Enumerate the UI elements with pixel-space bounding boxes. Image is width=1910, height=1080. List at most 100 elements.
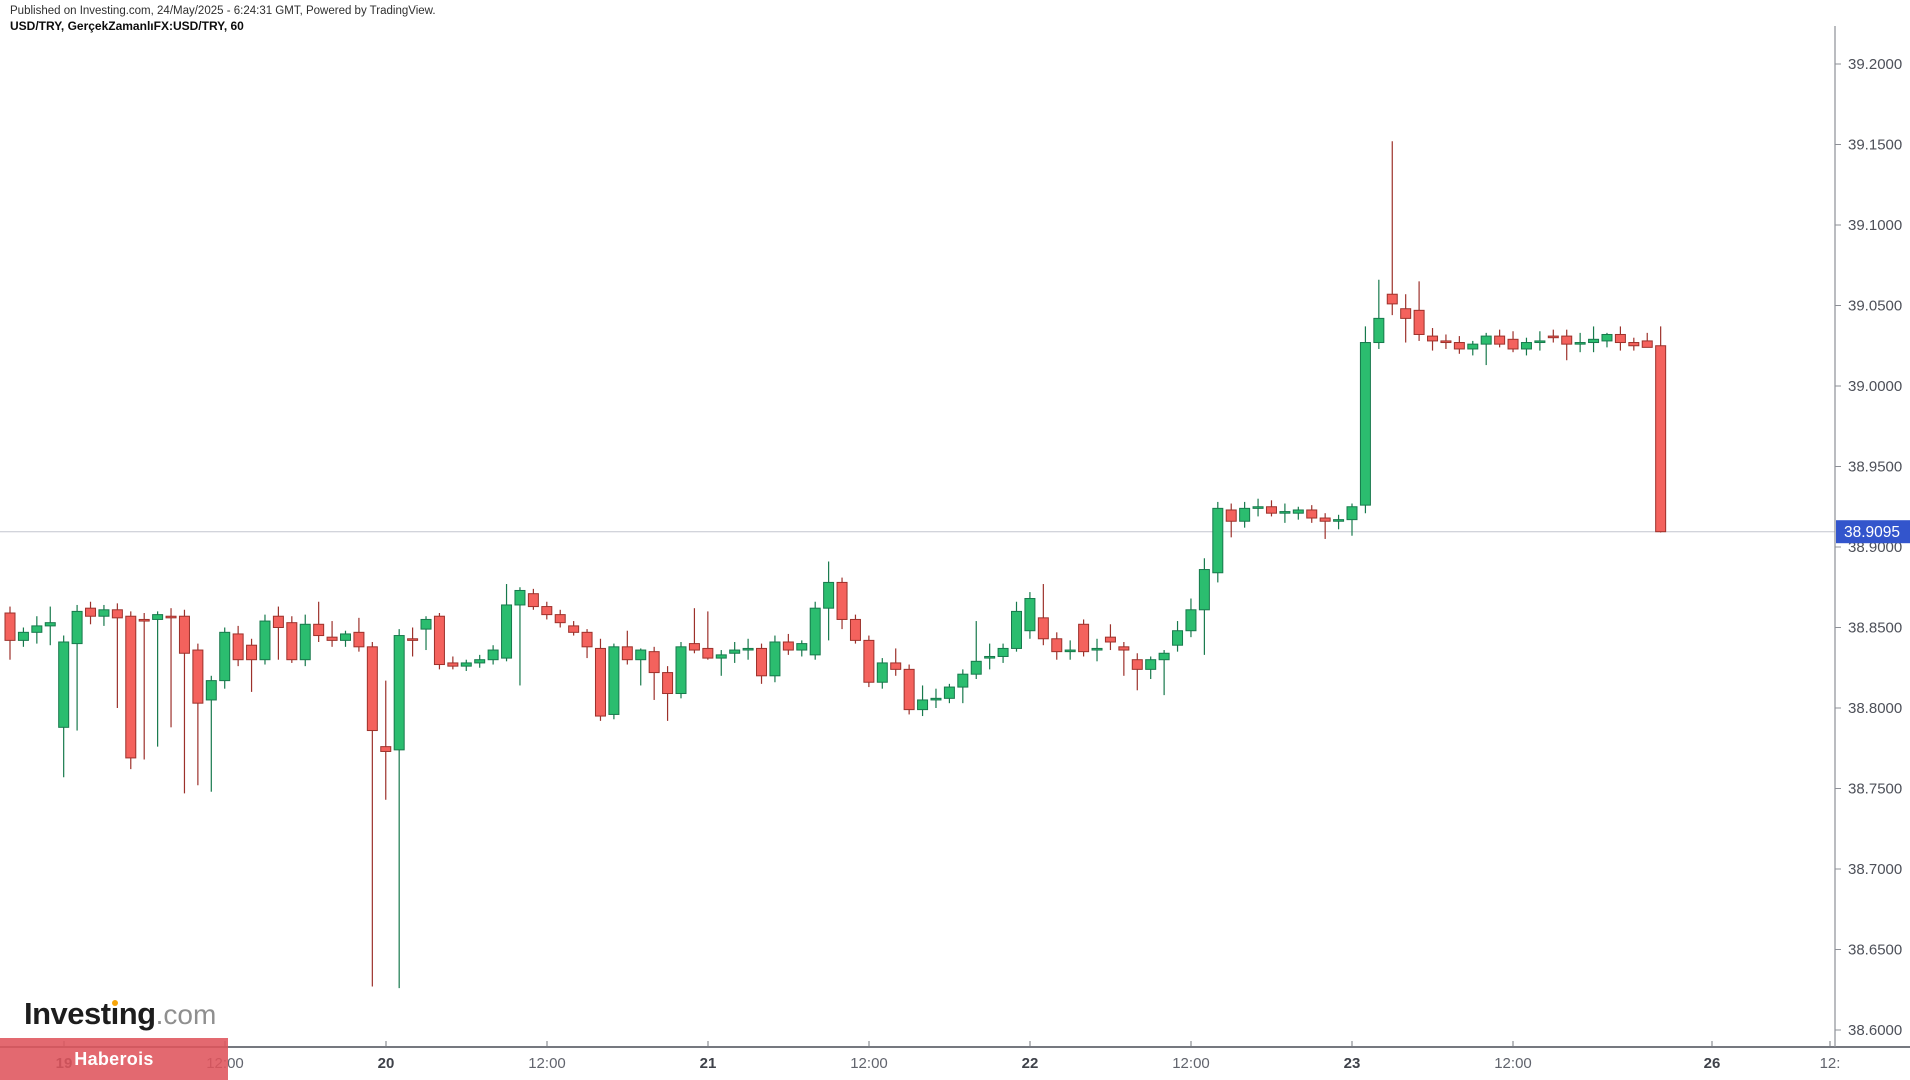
candle [1547, 329, 1559, 343]
candle [621, 630, 633, 665]
candle [823, 561, 835, 641]
candle [420, 616, 432, 651]
candle [366, 641, 378, 987]
publish-info: Published on Investing.com, 24/May/2025 … [10, 5, 436, 17]
logo-orange-dot [111, 1000, 118, 1006]
candle [836, 577, 848, 630]
candle [1386, 141, 1398, 316]
time-axis-label: 26 [1704, 1055, 1721, 1072]
candle [192, 643, 204, 786]
time-axis-label: 12:00 [528, 1055, 566, 1072]
candle [380, 680, 392, 800]
candle [393, 629, 405, 989]
logo-letter-i: ı [110, 996, 120, 1031]
candle [702, 611, 714, 660]
candle [1561, 329, 1573, 361]
candle [501, 584, 513, 662]
candle [313, 601, 325, 642]
chart-header: Published on Investing.com, 24/May/2025 … [10, 4, 436, 34]
candle [205, 675, 217, 792]
candle [527, 588, 539, 610]
current-price-badge [1836, 520, 1910, 544]
candle [246, 638, 258, 692]
candle [1037, 584, 1049, 646]
candle [1185, 598, 1197, 638]
price-axis-label: 39.0000 [1848, 378, 1902, 395]
candle [568, 621, 580, 636]
candle [782, 633, 794, 655]
candle [1520, 337, 1532, 356]
candle [1641, 332, 1653, 348]
candle [460, 659, 472, 671]
candle [1413, 281, 1425, 341]
candle [152, 611, 164, 747]
logo-text-post: ng [118, 996, 156, 1031]
candle [1427, 328, 1439, 351]
candle [1145, 656, 1157, 680]
candle [1628, 337, 1640, 351]
candle [1346, 503, 1358, 536]
candle [1104, 624, 1116, 651]
time-axis-label: 12: [1820, 1055, 1841, 1072]
price-axis-label: 38.9500 [1848, 459, 1902, 476]
candle [125, 611, 137, 770]
candle [1440, 334, 1452, 349]
candle [594, 638, 606, 721]
candle [957, 669, 969, 704]
candle [648, 646, 660, 700]
news-ticker-badge: Haberois [0, 1038, 228, 1080]
candle [1601, 332, 1613, 348]
candle [1292, 506, 1304, 520]
candle [1011, 601, 1022, 652]
candle [742, 638, 754, 660]
candle [58, 635, 70, 778]
candle [917, 685, 929, 717]
candle [286, 616, 298, 663]
time-axis-label: 22 [1022, 1055, 1039, 1072]
price-axis-label: 39.2000 [1848, 56, 1902, 73]
candle [1279, 503, 1291, 523]
candle [1480, 332, 1492, 366]
price-axis-label: 38.8000 [1848, 700, 1902, 717]
candle [1172, 621, 1184, 652]
candle [849, 614, 861, 644]
candle [138, 613, 150, 760]
candle [487, 645, 499, 665]
candle [675, 641, 687, 699]
candle [876, 658, 888, 689]
price-axis-label: 39.1500 [1848, 137, 1902, 154]
candle [1064, 640, 1076, 660]
candle [407, 627, 419, 657]
time-axis-label: 12:00 [1494, 1055, 1532, 1072]
candle [1198, 558, 1210, 655]
candle [1359, 326, 1371, 514]
news-ticker-label: Haberois [74, 1048, 154, 1069]
candle [17, 627, 29, 647]
candle [1655, 326, 1667, 533]
candle [71, 604, 83, 731]
time-axis-label: 12:00 [1172, 1055, 1210, 1072]
candle [608, 643, 620, 720]
candle [769, 635, 781, 683]
candle [433, 613, 445, 670]
candle [1239, 501, 1251, 528]
candle [111, 603, 123, 708]
candle [1078, 619, 1090, 657]
candle [1118, 641, 1130, 676]
candle [259, 614, 271, 665]
candle [1265, 500, 1277, 517]
candle [1453, 336, 1465, 354]
candle [1333, 514, 1345, 530]
candle [1400, 294, 1412, 343]
time-axis-label: 21 [700, 1055, 717, 1072]
candle [890, 648, 902, 676]
candle [1091, 638, 1103, 662]
candle [715, 650, 727, 676]
candle [930, 688, 942, 708]
candle [581, 629, 593, 659]
candle [1252, 498, 1264, 517]
candle [863, 635, 875, 688]
candle [688, 608, 700, 654]
